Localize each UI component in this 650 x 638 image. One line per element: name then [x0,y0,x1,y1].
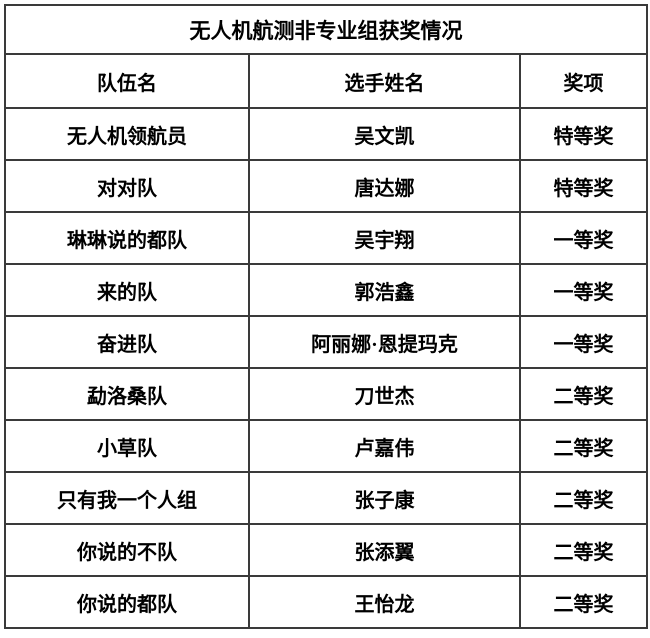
award-cell: 一等奖 [518,315,649,369]
award-cell: 特等奖 [518,107,649,161]
awards-table-body: 无人机航测非专业组获奖情况 队伍名 选手姓名 奖项 无人机领航员 吴文凯 特等奖… [3,4,649,629]
table-row: 来的队 郭浩鑫 一等奖 [4,263,649,317]
player-cell: 阿丽娜·恩提玛克 [248,315,521,369]
player-cell: 王怡龙 [248,575,521,629]
award-cell: 二等奖 [518,523,649,577]
team-cell: 奋进队 [4,315,250,369]
table-row: 对对队 唐达娜 特等奖 [4,159,649,213]
team-cell: 你说的不队 [4,523,250,577]
team-cell: 琳琳说的都队 [4,211,250,265]
award-cell: 二等奖 [518,471,649,525]
player-cell: 张子康 [248,471,521,525]
player-cell: 张添翼 [248,523,521,577]
player-cell: 刀世杰 [248,367,521,421]
table-header-row: 队伍名 选手姓名 奖项 [4,53,649,109]
table-row: 琳琳说的都队 吴宇翔 一等奖 [4,211,649,265]
player-cell: 唐达娜 [248,159,521,213]
award-cell: 二等奖 [518,419,649,473]
award-cell: 特等奖 [518,159,649,213]
player-cell: 吴宇翔 [248,211,521,265]
player-cell: 郭浩鑫 [248,263,521,317]
table-row: 你说的不队 张添翼 二等奖 [4,523,649,577]
table-row: 奋进队 阿丽娜·恩提玛克 一等奖 [4,315,649,369]
team-cell: 你说的都队 [4,575,250,629]
table-row: 你说的都队 王怡龙 二等奖 [4,575,649,629]
table-row: 勐洛桑队 刀世杰 二等奖 [4,367,649,421]
team-cell: 对对队 [4,159,250,213]
player-cell: 吴文凯 [248,107,521,161]
player-cell: 卢嘉伟 [248,419,521,473]
table-title: 无人机航测非专业组获奖情况 [3,4,649,55]
team-cell: 无人机领航员 [4,107,250,161]
team-cell: 只有我一个人组 [4,471,250,525]
awards-table: 无人机航测非专业组获奖情况 队伍名 选手姓名 奖项 无人机领航员 吴文凯 特等奖… [3,4,649,629]
award-cell: 二等奖 [518,575,649,629]
header-player-name: 选手姓名 [248,53,521,109]
team-cell: 小草队 [4,419,250,473]
table-title-row: 无人机航测非专业组获奖情况 [3,4,649,55]
team-cell: 勐洛桑队 [4,367,250,421]
table-row: 只有我一个人组 张子康 二等奖 [4,471,649,525]
table-row: 小草队 卢嘉伟 二等奖 [4,419,649,473]
award-cell: 一等奖 [518,211,649,265]
table-row: 无人机领航员 吴文凯 特等奖 [4,107,649,161]
team-cell: 来的队 [4,263,250,317]
award-cell: 一等奖 [518,263,649,317]
header-award: 奖项 [518,53,649,109]
header-team: 队伍名 [4,53,250,109]
award-cell: 二等奖 [518,367,649,421]
